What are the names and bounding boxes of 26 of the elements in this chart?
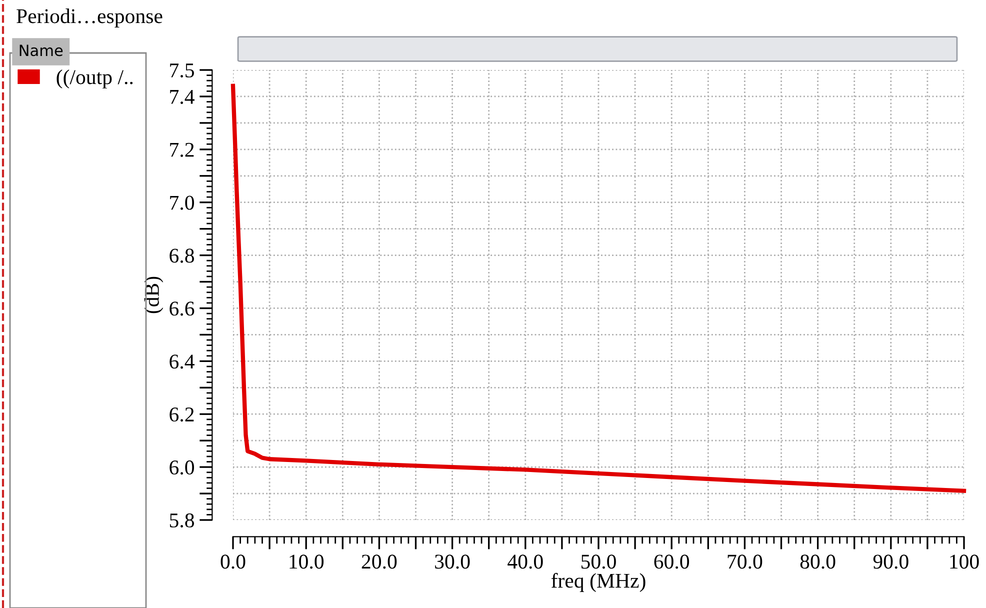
x-tick-label: 80.0 <box>800 554 836 569</box>
y-tick-label: 6.8 <box>170 248 194 263</box>
x-tick-label: 20.0 <box>362 554 397 569</box>
x-tick-label: 70.0 <box>728 554 762 569</box>
x-tick-label: 100 <box>950 554 979 569</box>
y-tick-label: 6.2 <box>170 408 194 422</box>
x-tick-label: 30.0 <box>435 554 470 569</box>
x-tick-label: 90.0 <box>873 554 908 569</box>
legend-label: ((/outp /.. <box>56 70 133 88</box>
x-tick-label: 10.0 <box>290 554 324 569</box>
y-tick-label: 7.5 <box>170 64 194 78</box>
y-tick-label: 5.8 <box>170 513 194 528</box>
y-tick-label: 7.2 <box>170 142 194 157</box>
y-tick-label: 7.4 <box>170 90 194 104</box>
x-axis-title: freq (MHz) <box>551 572 646 592</box>
y-tick-label: 6.4 <box>170 354 194 369</box>
chart-title: Periodi…esponse <box>16 8 162 28</box>
x-tick-label: 40.0 <box>508 554 543 569</box>
line-series <box>230 84 966 493</box>
y-tick-label: 7.0 <box>170 196 194 210</box>
y-tick-label: 6.6 <box>170 302 194 316</box>
x-tick-label: 0.0 <box>220 554 246 569</box>
legend-title: Name <box>20 44 63 56</box>
x-tick-label: 50.0 <box>581 554 616 569</box>
y-tick-label: 6.0 <box>170 460 194 475</box>
x-tick-label: 60.0 <box>654 554 690 569</box>
